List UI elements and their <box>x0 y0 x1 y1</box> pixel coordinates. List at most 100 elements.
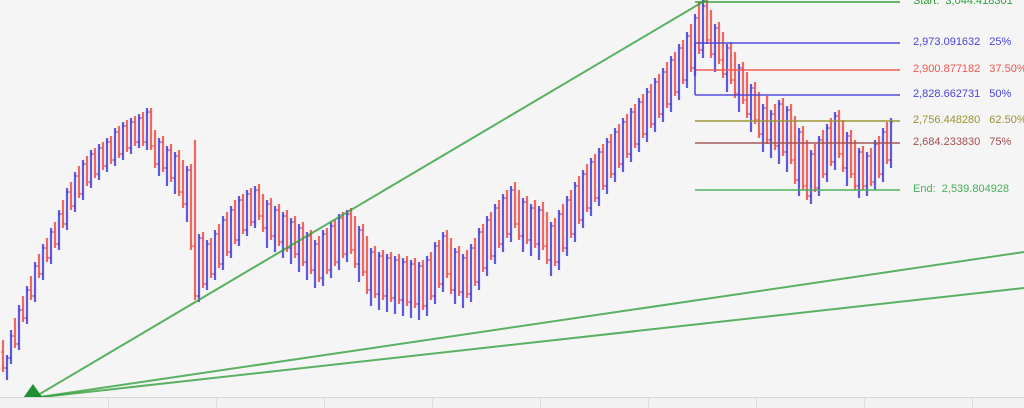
x-axis-tick <box>216 398 217 408</box>
ohlc-bar <box>705 0 709 44</box>
ohlc-bar <box>801 126 805 190</box>
ohlc-bar <box>221 216 225 270</box>
ohlc-bar <box>461 254 465 308</box>
origin-triangle-marker[interactable] <box>21 384 45 401</box>
ohlc-bar <box>569 190 573 238</box>
fib-label-end: End: 2,539.804928 <box>913 183 1009 195</box>
ohlc-bar <box>313 240 317 288</box>
ohlc-bar <box>841 120 845 172</box>
ohlc-bar <box>145 108 149 150</box>
ohlc-bar <box>517 190 521 240</box>
ohlc-bar <box>645 88 649 142</box>
ohlc-bar <box>397 254 401 304</box>
ohlc-bar <box>353 216 357 268</box>
ohlc-bar <box>297 224 301 272</box>
lower-trendline[interactable] <box>32 287 1024 399</box>
fib-label-value: 3,044.418301 <box>945 0 1013 7</box>
origin-marker-group[interactable] <box>21 384 45 401</box>
ohlc-bar <box>225 212 229 256</box>
fib-label-l25: 2,973.091632 25% <box>913 36 1011 48</box>
ohlc-bar <box>241 194 245 234</box>
ohlc-bar <box>73 172 77 212</box>
ohlc-bar <box>613 128 617 182</box>
ohlc-bar <box>861 146 865 190</box>
ohlc-bar <box>785 106 789 172</box>
x-axis-band <box>0 397 1024 408</box>
ohlc-bar <box>873 140 877 190</box>
ohlc-bar <box>365 236 369 294</box>
ohlc-bar <box>637 98 641 152</box>
ohlc-bar <box>409 260 413 318</box>
ohlc-bar <box>501 194 505 252</box>
ohlc-bar <box>101 142 105 170</box>
x-axis-tick <box>864 398 865 408</box>
ohlc-bar <box>49 228 53 264</box>
ohlc-bar <box>701 0 705 58</box>
ohlc-bar <box>661 68 665 122</box>
ohlc-bar <box>401 258 405 316</box>
ohlc-bar <box>769 110 773 158</box>
ohlc-bar <box>469 244 473 302</box>
ohlc-bar <box>473 238 477 286</box>
ohlc-bar <box>81 160 85 200</box>
ohlc-bar <box>881 128 885 182</box>
trendlines-group[interactable] <box>32 0 1024 399</box>
ohlc-bar <box>149 108 153 150</box>
fib-label-prefix: End: <box>913 183 936 195</box>
ohlc-bar <box>505 190 509 238</box>
middle-trendline[interactable] <box>32 251 1024 399</box>
ohlc-bar <box>309 230 313 274</box>
ohlc-bar <box>689 24 693 72</box>
ohlc-bar <box>649 84 653 128</box>
ohlc-bar <box>629 108 633 162</box>
ohlc-bar <box>497 200 501 248</box>
ohlc-bars-series <box>1 0 893 380</box>
fibonacci-retracement-lines[interactable] <box>694 1 900 191</box>
ohlc-bar <box>197 234 201 302</box>
ohlc-bar <box>617 124 621 168</box>
ohlc-bar <box>113 128 117 166</box>
ohlc-bar <box>385 254 389 312</box>
ohlc-bar <box>233 200 237 244</box>
ohlc-bar <box>793 116 797 184</box>
ohlc-bar <box>61 200 65 228</box>
fib-label-value: 2,973.091632 <box>913 36 981 48</box>
ohlc-bar <box>121 122 125 160</box>
upper-trendline[interactable] <box>32 0 707 399</box>
ohlc-bar <box>65 188 69 230</box>
ohlc-bar <box>185 166 189 222</box>
ohlc-bar <box>97 144 101 180</box>
ohlc-bar <box>521 198 525 252</box>
ohlc-bar <box>301 222 305 266</box>
ohlc-bar <box>777 100 781 164</box>
ohlc-bar <box>557 210 561 270</box>
ohlc-bar <box>749 84 753 132</box>
fib-label-value: 2,900.877182 <box>913 63 981 75</box>
ohlc-bar <box>129 118 133 154</box>
ohlc-bar <box>453 248 457 304</box>
ohlc-bar <box>17 305 21 350</box>
ohlc-bar <box>789 104 793 164</box>
ohlc-bar <box>177 150 181 196</box>
ohlc-bar <box>205 240 209 290</box>
ohlc-bar <box>181 160 185 208</box>
ohlc-bar <box>641 94 645 138</box>
ohlc-bar <box>389 252 393 302</box>
ohlc-bar <box>161 136 165 172</box>
ohlc-bar <box>341 212 345 258</box>
ohlc-bar <box>573 182 577 242</box>
ohlc-bar <box>265 200 269 248</box>
ohlc-bar <box>797 128 801 196</box>
ohlc-bar <box>153 130 157 168</box>
ohlc-bar <box>357 226 361 282</box>
ohlc-bar <box>829 118 833 166</box>
fib-label-value: 2,684.233830 <box>913 136 981 148</box>
ohlc-bar <box>13 318 17 348</box>
ohlc-bar <box>525 196 529 244</box>
ohlc-bar <box>137 114 141 148</box>
fib-label-percent: 37.50% <box>989 63 1024 75</box>
ohlc-bar <box>545 212 549 264</box>
ohlc-bar <box>601 144 605 190</box>
